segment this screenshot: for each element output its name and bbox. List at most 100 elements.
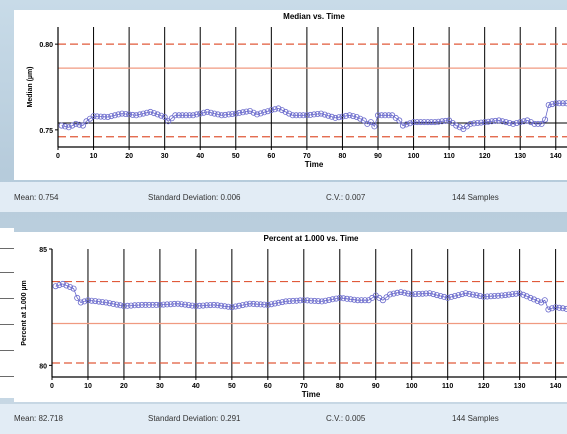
- data-point: [250, 300, 257, 307]
- data-point: [261, 301, 268, 308]
- data-point: [414, 119, 421, 126]
- x-tick-label: 100: [406, 383, 418, 390]
- data-point: [325, 297, 332, 304]
- data-point: [431, 119, 438, 126]
- data-point: [246, 300, 253, 307]
- data-point: [97, 113, 104, 120]
- x-tick-label: 120: [478, 383, 490, 390]
- data-point: [318, 110, 325, 117]
- data-point: [470, 120, 477, 127]
- data-point: [531, 120, 538, 127]
- data-point: [129, 111, 136, 118]
- data-point: [122, 111, 129, 118]
- data-point: [545, 102, 552, 109]
- data-point: [190, 112, 197, 119]
- data-point: [524, 117, 531, 124]
- data-point: [394, 289, 401, 296]
- data-point: [357, 115, 364, 122]
- x-axis-label: Time: [305, 160, 324, 169]
- data-point: [477, 293, 484, 300]
- data-point: [385, 112, 392, 119]
- chart-title: Median vs. Time: [283, 12, 345, 21]
- data-point: [549, 305, 556, 312]
- median-cv: C.V.: 0.007: [326, 193, 366, 202]
- percent-chart: Percent at 1.000 vs. Time 0 10 20 30 40 50 60 70…: [21, 234, 567, 399]
- data-point: [487, 293, 494, 300]
- data-point: [164, 301, 171, 308]
- data-point: [174, 300, 181, 307]
- x-tick-label: 100: [408, 153, 420, 160]
- data-point: [268, 301, 275, 308]
- data-point: [396, 117, 403, 124]
- x-tick-label: 90: [374, 153, 382, 160]
- data-point: [243, 108, 250, 115]
- data-point: [466, 290, 473, 297]
- data-point: [126, 111, 133, 118]
- data-point: [257, 301, 264, 308]
- data-point: [232, 110, 239, 117]
- y-tick-label: 85: [39, 247, 47, 254]
- data-point: [498, 292, 505, 299]
- data-point: [408, 291, 415, 298]
- data-point: [304, 297, 311, 304]
- x-tick-label: 90: [372, 383, 380, 390]
- data-point: [451, 293, 458, 300]
- data-point: [401, 289, 408, 296]
- data-point: [282, 298, 289, 305]
- data-point: [161, 114, 168, 121]
- median-chart-panel: Median vs. Time 0 10 20 30 40 50 60 70 80 90 100 110…: [14, 10, 567, 180]
- data-point: [541, 297, 548, 304]
- data-point: [336, 294, 343, 301]
- data-point: [491, 293, 498, 300]
- data-point: [387, 291, 394, 298]
- data-point: [179, 112, 186, 119]
- data-point: [433, 292, 440, 299]
- data-point: [136, 111, 143, 118]
- data-point: [250, 109, 257, 116]
- data-point: [556, 304, 563, 311]
- percent-mean: Mean: 82.718: [14, 414, 63, 423]
- data-point: [505, 291, 512, 298]
- data-point: [495, 117, 502, 124]
- data-point: [171, 300, 178, 307]
- data-point: [167, 301, 174, 308]
- data-point: [239, 302, 246, 309]
- data-point: [229, 111, 236, 118]
- data-point: [495, 292, 502, 299]
- data-point: [300, 297, 307, 304]
- data-point: [147, 108, 154, 115]
- data-point: [221, 303, 228, 310]
- data-point: [218, 112, 225, 119]
- data-point: [300, 112, 307, 119]
- data-point: [214, 302, 221, 309]
- x-tick-label: 40: [196, 153, 204, 160]
- data-point: [271, 300, 278, 307]
- data-point: [140, 110, 147, 117]
- data-point: [261, 109, 268, 116]
- data-point: [351, 296, 358, 303]
- data-point: [516, 290, 523, 297]
- data-point: [128, 302, 135, 309]
- data-point: [257, 110, 264, 117]
- data-point: [293, 112, 300, 119]
- data-point: [397, 289, 404, 296]
- data-point: [189, 302, 196, 309]
- x-tick-label: 50: [232, 153, 240, 160]
- data-point: [333, 295, 340, 302]
- data-point: [342, 112, 349, 119]
- data-point: [253, 301, 260, 308]
- data-point: [204, 108, 211, 115]
- data-point: [131, 302, 138, 309]
- data-point: [340, 295, 347, 302]
- data-point: [200, 109, 207, 116]
- median-samples: 144 Samples: [452, 193, 499, 202]
- data-point: [172, 112, 179, 119]
- data-point: [354, 297, 361, 304]
- data-point: [92, 298, 99, 305]
- x-tick-label: 50: [228, 383, 236, 390]
- data-point: [95, 298, 102, 305]
- data-point: [77, 299, 84, 306]
- data-point: [62, 123, 69, 130]
- data-point: [538, 120, 545, 127]
- data-point: [232, 303, 239, 310]
